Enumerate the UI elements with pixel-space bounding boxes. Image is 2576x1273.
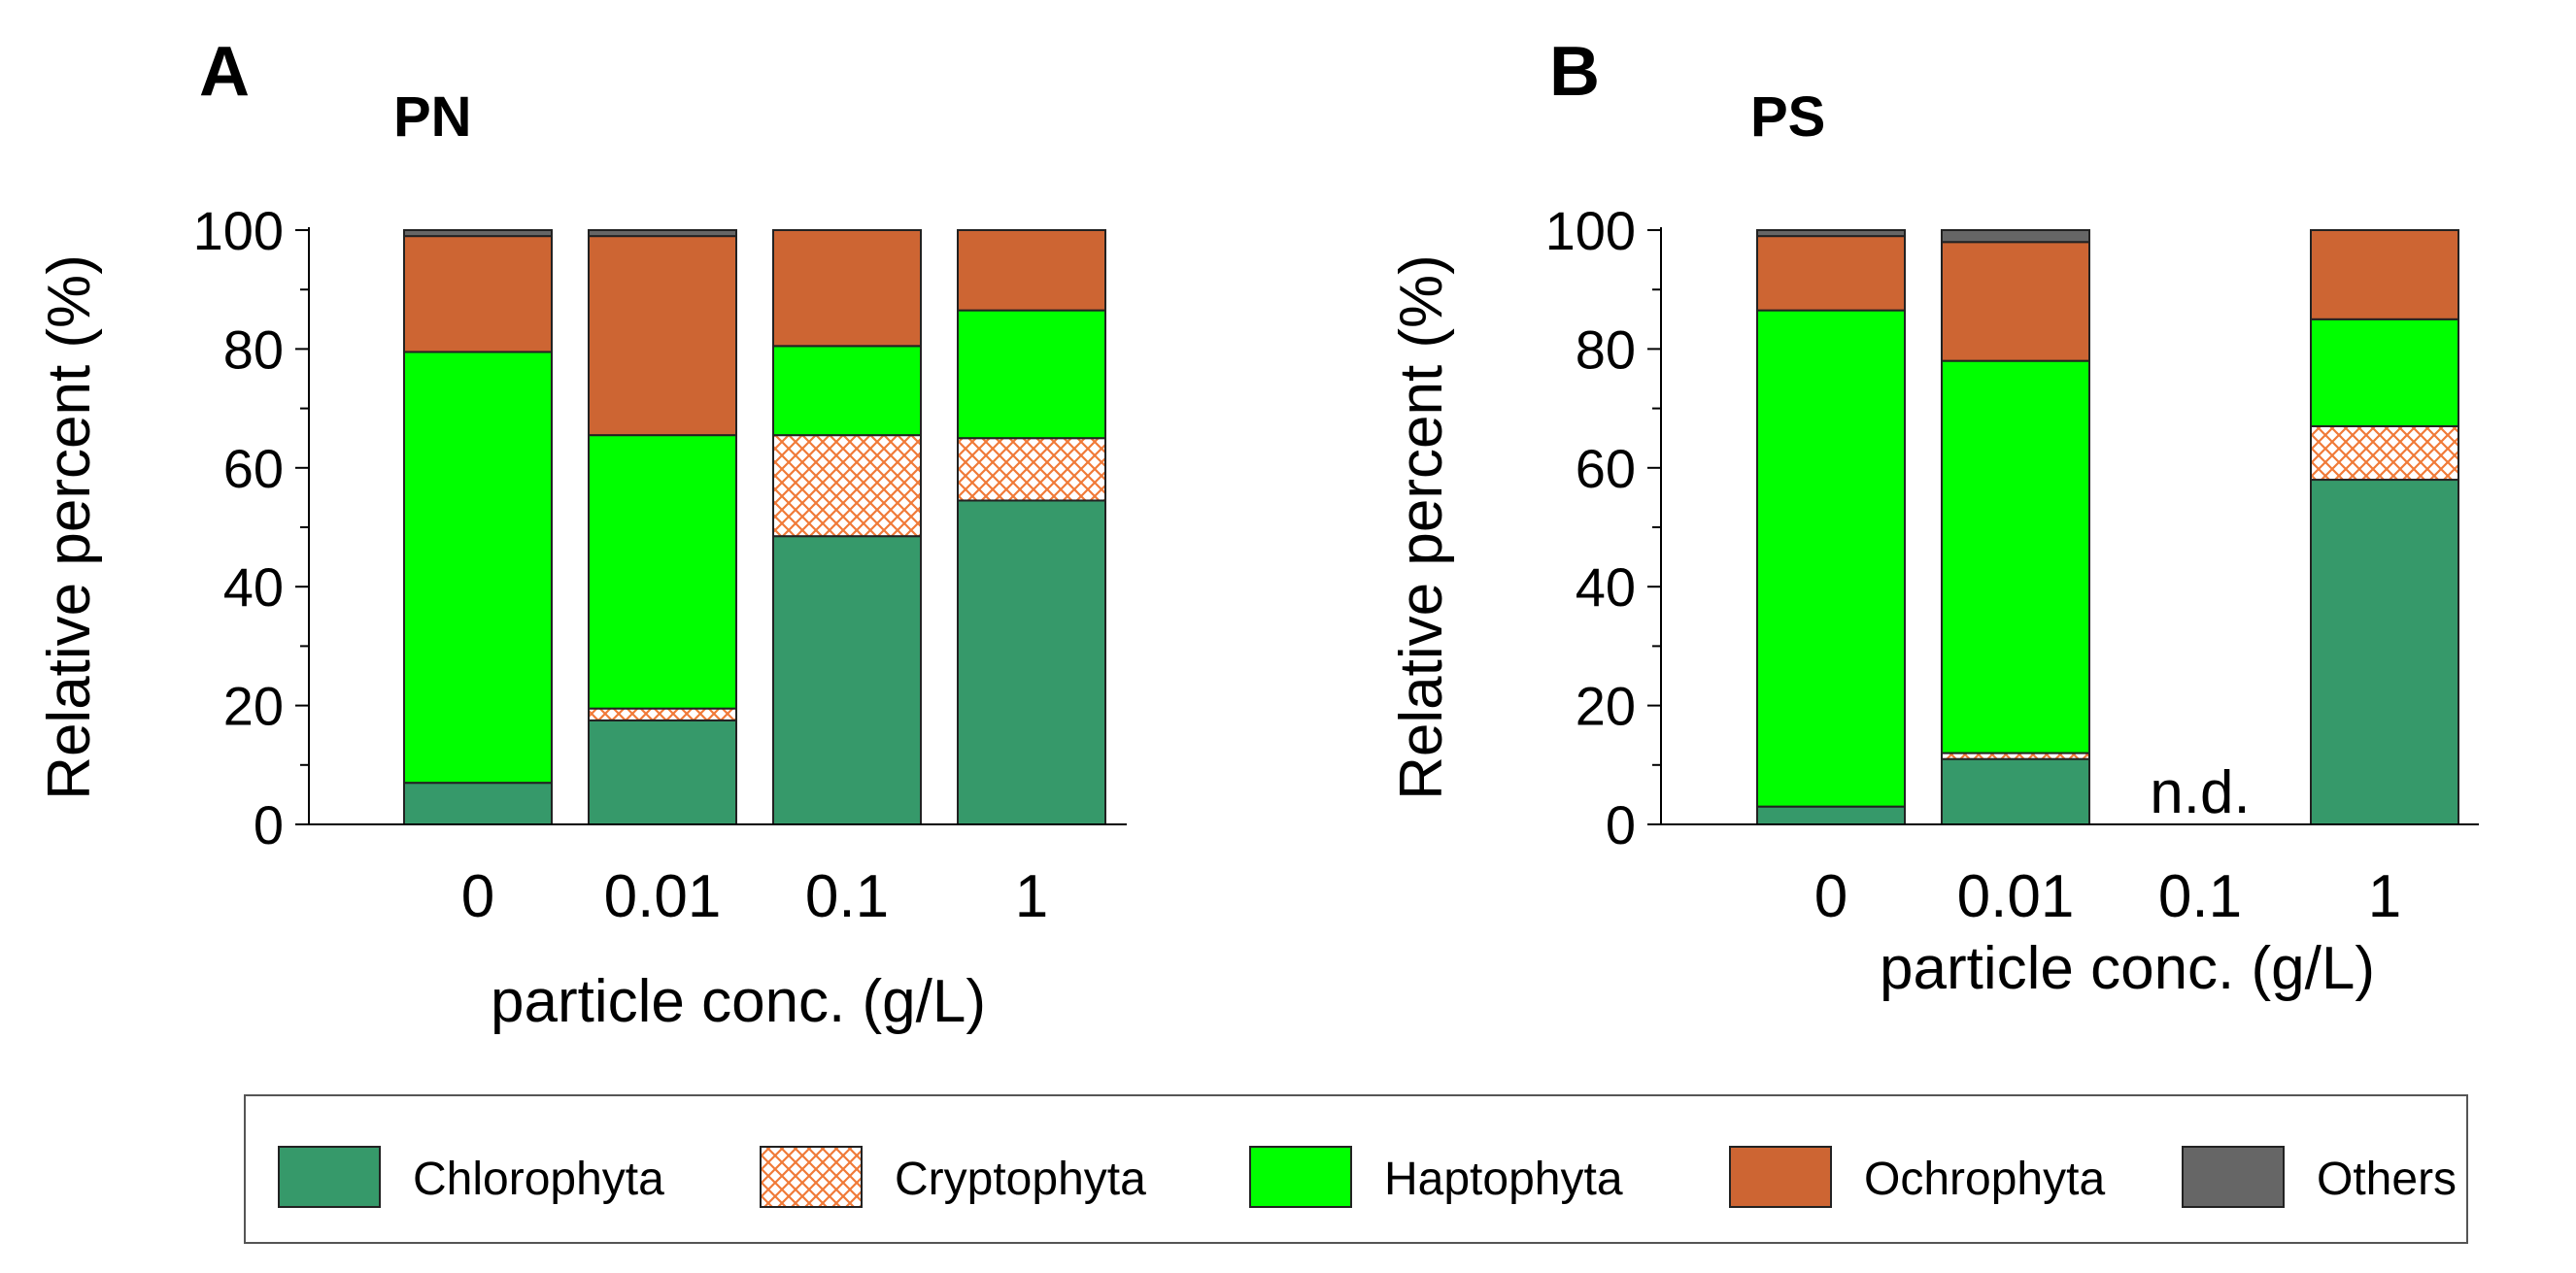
annotation-label: n.d.: [2150, 759, 2250, 826]
legend-label: Cryptophyta: [895, 1154, 1146, 1205]
y-tick-label: 100: [1545, 200, 1636, 261]
legend-frame: [244, 1094, 2468, 1244]
legend-label: Chlorophyta: [413, 1154, 664, 1205]
bar-segment-haptophyta: [772, 345, 922, 437]
bar-segment-chlorophyta: [772, 535, 922, 825]
bar-segment-ochrophyta: [1756, 235, 1906, 312]
bar-segment-chlorophyta: [1756, 805, 1906, 826]
bar-segment-others: [1941, 229, 2090, 244]
bar-segment-chlorophyta: [2310, 479, 2459, 825]
panel-b: B PS 0 0.01 0.1 1 n.d. 0 20 40 60 80 100 Relative per…: [1388, 33, 2479, 1002]
y-axis-label: Relative percent (%): [1388, 254, 1455, 800]
y-tick-label: 80: [223, 318, 284, 380]
bar-segment-others: [403, 229, 553, 238]
x-tick-label: 1: [2368, 863, 2401, 930]
bar-segment-cryptophyta: [772, 434, 922, 538]
panel-letter: B: [1549, 33, 1600, 111]
y-tick-label: 100: [193, 200, 284, 261]
x-tick-label: 0: [461, 863, 494, 930]
y-tick-label: 0: [254, 794, 284, 855]
y-axis-label: Relative percent (%): [36, 254, 103, 800]
x-axis-label: particle conc. (g/L): [491, 968, 986, 1035]
y-tick-label: 60: [223, 438, 284, 499]
panel-a: A PN 0 0.01 0.1 1 0 20 40 60 80 100 Relative percent…: [36, 33, 1127, 1035]
panel-letter: A: [199, 33, 250, 111]
bar-segment-ochrophyta: [403, 235, 553, 353]
x-tick-label: 0.01: [1957, 863, 2075, 930]
legend-item-cryptophyta: Cryptophyta: [760, 1146, 1146, 1208]
legend-label: Others: [2317, 1154, 2457, 1205]
legend-swatch: [2182, 1146, 2285, 1208]
x-axis-label: particle conc. (g/L): [1880, 935, 2375, 1002]
bar-segment-ochrophyta: [588, 235, 737, 437]
bar-segment-ochrophyta: [772, 229, 922, 348]
y-tick-label: 60: [1576, 438, 1636, 499]
legend-item-ochrophyta: Ochrophyta: [1729, 1146, 2105, 1208]
bar-segment-haptophyta: [2310, 318, 2459, 427]
x-tick-label: 0.01: [604, 863, 722, 930]
bar-segment-cryptophyta: [588, 707, 737, 721]
legend: Chlorophyta Cryptophyta Haptophyta Ochrophy…: [244, 1094, 2468, 1244]
legend-label: Haptophyta: [1384, 1154, 1623, 1205]
legend-item-others: Others: [2182, 1146, 2457, 1208]
legend-swatch: [1249, 1146, 1352, 1208]
panel-title: PS: [1750, 85, 1825, 149]
bar-segment-ochrophyta: [2310, 229, 2459, 320]
legend-swatch: [1729, 1146, 1832, 1208]
bar-segment-ochrophyta: [1941, 241, 2090, 362]
legend-swatch: [760, 1146, 863, 1208]
legend-label: Ochrophyta: [1864, 1154, 2105, 1205]
x-tick-label: 0.1: [805, 863, 889, 930]
bar-segment-haptophyta: [588, 434, 737, 710]
bar-segment-chlorophyta: [957, 499, 1106, 826]
bar-segment-haptophyta: [1756, 309, 1906, 808]
bar-segment-ochrophyta: [957, 229, 1106, 312]
y-tick-label: 0: [1606, 794, 1636, 855]
bar-segment-others: [588, 229, 737, 238]
y-tick-label: 20: [1576, 676, 1636, 737]
bar-segment-others: [1756, 229, 1906, 238]
y-tick-label: 20: [223, 676, 284, 737]
bar-segment-cryptophyta: [2310, 424, 2459, 482]
bar-segment-chlorophyta: [403, 782, 553, 825]
x-tick-label: 1: [1015, 863, 1048, 930]
panel-title: PN: [393, 85, 472, 149]
bar-segment-cryptophyta: [957, 437, 1106, 502]
x-tick-label: 0.1: [2158, 863, 2242, 930]
bar-segment-chlorophyta: [1941, 757, 2090, 825]
bar-segment-haptophyta: [1941, 359, 2090, 754]
y-tick-label: 40: [223, 556, 284, 618]
bar-segment-chlorophyta: [588, 719, 737, 826]
legend-item-chlorophyta: Chlorophyta: [278, 1146, 664, 1208]
legend-swatch: [278, 1146, 381, 1208]
bar-segment-haptophyta: [957, 309, 1106, 440]
y-tick-label: 80: [1576, 318, 1636, 380]
x-tick-label: 0: [1814, 863, 1847, 930]
y-tick-label: 40: [1576, 556, 1636, 618]
bar-segment-haptophyta: [403, 351, 553, 785]
legend-item-haptophyta: Haptophyta: [1249, 1146, 1623, 1208]
